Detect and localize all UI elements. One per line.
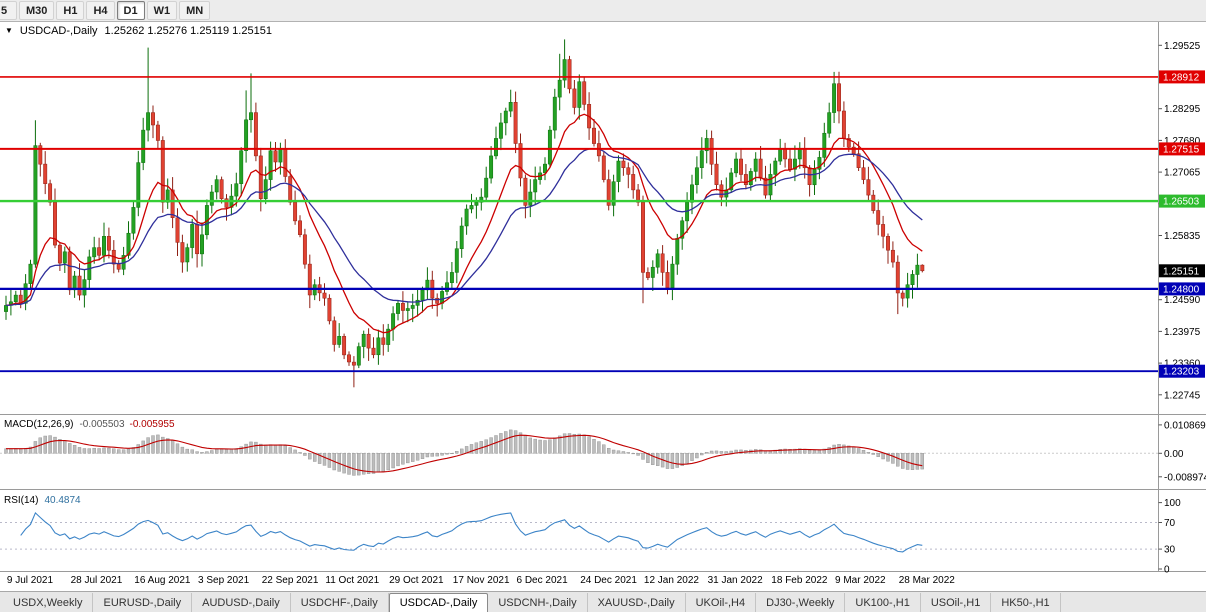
svg-text:1.23975: 1.23975	[1164, 327, 1201, 338]
chart-tab-uk100-h1[interactable]: UK100-,H1	[845, 593, 921, 612]
svg-text:28 Mar 2022: 28 Mar 2022	[899, 575, 956, 586]
timeframe-button-m30[interactable]: M30	[19, 1, 55, 20]
timeframe-button-5[interactable]: 5	[0, 1, 17, 20]
timeframe-button-mn[interactable]: MN	[179, 1, 211, 20]
svg-text:1.25151: 1.25151	[1163, 266, 1200, 277]
svg-text:1.25835: 1.25835	[1164, 231, 1201, 242]
ma-slow-line	[5, 147, 923, 307]
panel-separators	[0, 22, 1206, 572]
chart-tab-ukoil-h4[interactable]: UKOil-,H4	[686, 593, 757, 612]
svg-text:24 Dec 2021: 24 Dec 2021	[580, 575, 637, 586]
svg-text:9 Mar 2022: 9 Mar 2022	[835, 575, 886, 586]
svg-text:100: 100	[1164, 498, 1181, 509]
svg-text:17 Nov 2021: 17 Nov 2021	[453, 575, 510, 586]
svg-text:3 Sep 2021: 3 Sep 2021	[198, 575, 250, 586]
svg-text:1.24800: 1.24800	[1163, 284, 1200, 295]
chart-tab-audusd-daily[interactable]: AUDUSD-,Daily	[192, 593, 291, 612]
price-badges: 1.28912 1.27515 1.26503 1.24800 1.23203 1.251…	[1159, 70, 1205, 378]
svg-text:1.22745: 1.22745	[1164, 390, 1201, 401]
rsi-axis[interactable]: 100 70 30 0	[1158, 498, 1182, 576]
timeframe-button-w1[interactable]: W1	[146, 1, 178, 20]
svg-text:31 Jan 2022: 31 Jan 2022	[708, 575, 763, 586]
level-badge-1.24800	[1159, 282, 1205, 296]
svg-text:18 Feb 2022: 18 Feb 2022	[771, 575, 828, 586]
svg-text:0.010869: 0.010869	[1164, 420, 1206, 431]
price-axis[interactable]: 1.295251.282951.276801.270651.264501.258…	[1158, 41, 1201, 402]
svg-text:1.27680: 1.27680	[1164, 136, 1201, 147]
svg-text:1.23360: 1.23360	[1164, 359, 1201, 370]
svg-text:29 Oct 2021: 29 Oct 2021	[389, 575, 444, 586]
svg-text:1.24590: 1.24590	[1164, 295, 1201, 306]
rsi-panel	[0, 511, 1158, 553]
chart-tab-usdchf-daily[interactable]: USDCHF-,Daily	[291, 593, 389, 612]
level-badge-1.26503	[1159, 194, 1205, 208]
svg-text:1.29525: 1.29525	[1164, 41, 1201, 52]
level-badge-1.27515	[1159, 142, 1205, 156]
svg-text:1.28912: 1.28912	[1163, 72, 1200, 83]
svg-text:12 Jan 2022: 12 Jan 2022	[644, 575, 699, 586]
svg-text:1.23203: 1.23203	[1163, 367, 1200, 378]
candles-layer	[4, 39, 925, 388]
chart-area[interactable]: 1.295251.282951.276801.270651.264501.258…	[0, 22, 1206, 591]
svg-text:28 Jul 2021: 28 Jul 2021	[71, 575, 123, 586]
level-badge-1.28912	[1159, 70, 1205, 84]
timeframe-button-d1[interactable]: D1	[116, 1, 145, 20]
timeframe-toolbar: 5 M30 H1 H4 D1 W1 MN	[0, 0, 1206, 22]
level-badge-1.23203	[1159, 364, 1205, 378]
svg-text:30: 30	[1164, 545, 1176, 556]
chart-tab-bar: USDX,Weekly EURUSD-,Daily AUDUSD-,Daily USD…	[0, 591, 1206, 612]
chart-tab-dj30-weekly[interactable]: DJ30-,Weekly	[756, 593, 846, 612]
svg-text:1.27065: 1.27065	[1164, 168, 1201, 179]
chart-tab-usoil-h1[interactable]: USOil-,H1	[921, 593, 992, 612]
ma-fast-line	[5, 113, 923, 334]
svg-text:9 Jul 2021: 9 Jul 2021	[7, 575, 54, 586]
chart-tab-xauusd-daily[interactable]: XAUUSD-,Daily	[588, 593, 686, 612]
svg-text:11 Oct 2021: 11 Oct 2021	[325, 575, 379, 586]
svg-text:0: 0	[1164, 565, 1170, 576]
timeframe-button-h1[interactable]: H1	[56, 1, 85, 20]
chart-tab-usdx-weekly[interactable]: USDX,Weekly	[3, 593, 94, 612]
macd-axis[interactable]: 0.010869 0.00 -0.008974	[1158, 420, 1206, 483]
support-resistance-lines[interactable]	[0, 76, 1158, 373]
svg-text:16 Aug 2021: 16 Aug 2021	[134, 575, 191, 586]
svg-text:0.00: 0.00	[1164, 449, 1184, 460]
chart-tab-usdcad-daily[interactable]: USDCAD-,Daily	[388, 593, 489, 612]
svg-text:70: 70	[1164, 518, 1176, 529]
macd-panel	[0, 429, 1158, 476]
svg-text:-0.008974: -0.008974	[1164, 472, 1206, 483]
chart-tab-eurusd-daily[interactable]: EURUSD-,Daily	[93, 593, 193, 612]
svg-text:1.28295: 1.28295	[1164, 104, 1201, 115]
timeframe-button-h4[interactable]: H4	[86, 1, 115, 20]
svg-text:22 Sep 2021: 22 Sep 2021	[262, 575, 319, 586]
price-chart-canvas[interactable]: 1.295251.282951.276801.270651.264501.258…	[0, 22, 1206, 591]
svg-text:6 Dec 2021: 6 Dec 2021	[517, 575, 569, 586]
current-price-badge	[1159, 264, 1205, 278]
date-axis[interactable]: 9 Jul 2021 28 Jul 2021 16 Aug 2021 3 Sep 20…	[7, 575, 955, 586]
chart-tab-hk50-h1[interactable]: HK50-,H1	[991, 593, 1061, 612]
chart-tab-usdcnh-daily[interactable]: USDCNH-,Daily	[488, 593, 588, 612]
svg-text:1.27515: 1.27515	[1163, 144, 1200, 155]
svg-text:1.26503: 1.26503	[1163, 197, 1200, 208]
